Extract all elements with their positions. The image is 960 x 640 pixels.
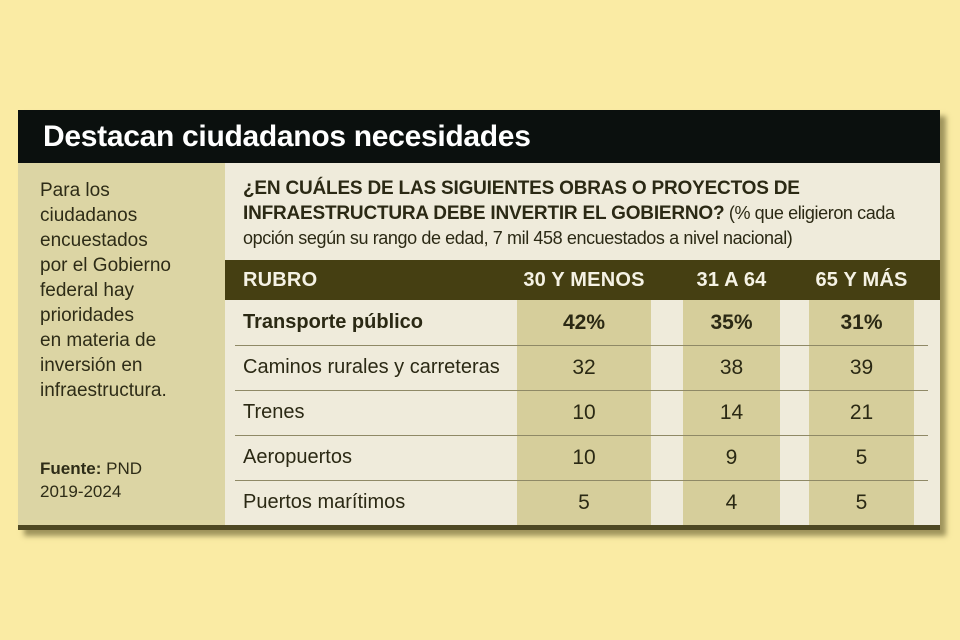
row-label: Aeropuertos <box>243 446 352 468</box>
intro-line: por el Gobierno <box>40 255 171 276</box>
cell-value: 42% <box>562 310 606 334</box>
cell-value: 5 <box>855 490 868 514</box>
intro-text: Para los ciudadanos encuestados por el G… <box>40 178 207 403</box>
main-panel: ¿EN CUÁLES DE LAS SIGUIENTES OBRAS O PRO… <box>225 163 940 525</box>
card-body: Para los ciudadanos encuestados por el G… <box>18 163 940 525</box>
source-value: PND <box>106 459 143 478</box>
intro-line: ciudadanos <box>40 205 138 226</box>
table-row: Trenes 10 14 21 <box>225 390 940 435</box>
intro-line: prioridades <box>40 305 134 326</box>
sidebar: Para los ciudadanos encuestados por el G… <box>18 163 225 525</box>
column-header-rubro: RUBRO <box>243 268 318 291</box>
infographic-card: Destacan ciudadanos necesidades Para los… <box>18 110 940 530</box>
question-bold-line2: INFRAESTRUCTURA DEBE INVERTIR EL GOBIERN… <box>243 203 725 224</box>
question-bold-line1: ¿EN CUÁLES DE LAS SIGUIENTES OBRAS O PRO… <box>243 178 800 199</box>
table-row: Transporte público 42% 35% 31% <box>225 300 940 345</box>
column-band-65-y-mas <box>809 300 914 525</box>
intro-line: inversión en <box>40 355 143 376</box>
cell-value: 5 <box>578 490 590 514</box>
cell-value: 4 <box>725 490 738 514</box>
intro-line: encuestados <box>40 230 148 251</box>
row-label: Caminos rurales y carreteras <box>243 356 500 378</box>
cell-value: 14 <box>719 400 744 424</box>
table-body: Transporte público 42% 35% 31% Caminos r… <box>225 300 940 525</box>
row-label: Transporte público <box>243 311 424 333</box>
intro-line: en materia de <box>40 330 157 351</box>
intro-line: federal hay <box>40 280 135 301</box>
column-header-65-y-mas: 65 Y MÁS <box>815 268 908 291</box>
cell-value: 32 <box>572 355 596 379</box>
cell-value: 38 <box>719 355 744 379</box>
source-label: Fuente: <box>40 459 102 478</box>
table-header-row: RUBRO 30 Y MENOS 31 A 64 65 Y MÁS <box>225 260 940 300</box>
intro-line: infraestructura. <box>40 380 167 401</box>
source-note: Fuente: PND 2019-2024 <box>40 457 142 503</box>
column-header-31-a-64: 31 A 64 <box>696 268 767 291</box>
cell-value: 39 <box>849 355 874 379</box>
table-row: Puertos marítimos 5 4 5 <box>225 480 940 525</box>
cell-value: 5 <box>855 445 868 469</box>
source-years: 2019-2024 <box>40 482 122 501</box>
cell-value: 9 <box>725 445 738 469</box>
question-header: ¿EN CUÁLES DE LAS SIGUIENTES OBRAS O PRO… <box>225 163 940 260</box>
column-band-30-y-menos <box>517 300 651 525</box>
cell-value: 21 <box>849 400 874 424</box>
cell-value: 35% <box>710 310 753 334</box>
row-label: Trenes <box>243 401 305 423</box>
title-bar: Destacan ciudadanos necesidades <box>18 110 940 163</box>
intro-line: Para los <box>40 180 110 201</box>
cell-value: 31% <box>840 310 883 334</box>
table-row: Aeropuertos 10 9 5 <box>225 435 940 480</box>
row-label: Puertos marítimos <box>243 491 406 513</box>
column-header-30-y-menos: 30 Y MENOS <box>523 268 645 291</box>
cell-value: 10 <box>572 400 596 424</box>
question-note: (% que eligieron cada opción según su ra… <box>243 203 895 248</box>
column-band-31-a-64 <box>683 300 780 525</box>
table-row: Caminos rurales y carreteras 32 38 39 <box>225 345 940 390</box>
page-title: Destacan ciudadanos necesidades <box>43 119 531 153</box>
cell-value: 10 <box>572 445 596 469</box>
